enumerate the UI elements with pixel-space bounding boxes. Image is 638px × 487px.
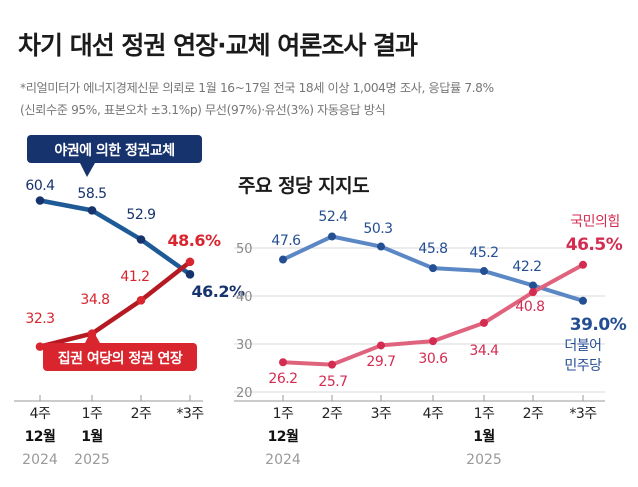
x-tick-label: 1주 <box>273 406 294 422</box>
data-label: 52.9 <box>126 207 155 223</box>
data-label: 48.6% <box>167 231 220 250</box>
data-point <box>87 206 97 215</box>
data-point <box>279 255 287 264</box>
data-label: 34.4 <box>469 343 499 359</box>
data-point <box>579 260 587 269</box>
data-point <box>480 318 488 327</box>
x-tick-label: 4주 <box>30 406 51 422</box>
data-point <box>35 342 45 351</box>
data-label: 46.5% <box>566 235 623 255</box>
x-tick-label: *3주 <box>569 406 597 422</box>
series-name-people-power-party: 국민의힘 <box>570 214 620 230</box>
data-label: 60.4 <box>25 178 55 194</box>
data-label: 30.6 <box>418 351 448 367</box>
x-tick-month: 12월 <box>268 428 299 445</box>
data-label: 29.7 <box>366 354 395 370</box>
data-point <box>429 264 437 273</box>
series-line-regime-extension <box>39 260 192 349</box>
y-tick-label: 20 <box>236 386 253 401</box>
series-name-democratic-party: 민주당 <box>564 358 602 374</box>
survey-note-line-2: (신뢰수준 95%, 표본오차 ±3.1%p) 무선(97%)·유선(3%) 자… <box>20 103 386 117</box>
legend-pointer <box>80 163 95 177</box>
data-label: 42.2 <box>512 259 541 275</box>
series-line-regime-change <box>39 198 192 277</box>
data-point <box>377 341 385 350</box>
legend-label-regime-change: 야권에 의한 정권교체 <box>54 142 174 159</box>
data-label: 41.2 <box>120 269 149 285</box>
chart-title: 차기 대선 정권 연장·교체 여론조사 결과 <box>18 31 418 60</box>
x-tick-label: *3주 <box>176 406 204 422</box>
data-point <box>480 267 488 276</box>
x-tick-month: 1월 <box>473 428 495 445</box>
data-point <box>279 358 287 367</box>
x-tick-month: 1월 <box>81 428 103 445</box>
data-point <box>429 337 437 346</box>
legend-label-regime-extension: 집권 여당의 정권 연장 <box>58 350 183 367</box>
x-tick-label: 2주 <box>322 406 343 422</box>
series-name-democratic-party: 더불어 <box>564 338 601 354</box>
data-label: 25.7 <box>318 374 347 390</box>
data-label: 52.4 <box>318 209 348 225</box>
legend-pointer <box>85 329 100 343</box>
data-point <box>529 288 537 297</box>
x-tick-label: 2주 <box>131 406 152 422</box>
data-point <box>377 242 385 251</box>
panel-title: 주요 정당 지지도 <box>238 175 369 197</box>
data-point <box>328 232 336 241</box>
x-tick-year: 2024 <box>22 452 58 468</box>
x-tick-label: 1주 <box>82 406 103 422</box>
data-label: 39.0% <box>570 315 627 335</box>
legend-badge-regime-extension <box>43 343 197 371</box>
data-label: 58.5 <box>77 186 106 202</box>
data-point <box>35 196 45 205</box>
x-tick-label: 4주 <box>423 406 444 422</box>
data-point <box>185 270 195 279</box>
x-tick-label: 2주 <box>523 406 544 422</box>
data-label: 47.6 <box>271 233 301 249</box>
data-label: 46.2% <box>191 282 244 301</box>
data-label: 26.2 <box>268 371 297 387</box>
x-tick-year: 2025 <box>466 452 502 468</box>
data-point <box>185 257 195 267</box>
data-point <box>136 296 146 305</box>
x-tick-label: 3주 <box>371 406 392 422</box>
y-tick-label: 50 <box>236 242 253 257</box>
x-tick-year: 2025 <box>74 452 110 468</box>
data-point <box>529 281 537 290</box>
data-point <box>136 235 146 244</box>
x-tick-month: 12월 <box>25 428 56 445</box>
data-label: 45.2 <box>469 245 498 261</box>
legend-badge-regime-change <box>27 135 202 163</box>
data-label: 34.8 <box>80 292 109 308</box>
data-label: 45.8 <box>418 241 447 257</box>
y-tick-label: 40 <box>236 290 253 305</box>
x-tick-label: 1주 <box>474 406 495 422</box>
x-tick-year: 2024 <box>265 452 301 468</box>
data-label: 40.8 <box>515 299 544 315</box>
data-label: 50.3 <box>363 221 392 237</box>
survey-note-line-1: *리얼미터가 에너지경제신문 의뢰로 1월 16~17일 전국 18세 이상 1… <box>20 81 494 95</box>
data-point <box>328 360 336 369</box>
y-tick-label: 30 <box>236 338 253 353</box>
data-point <box>579 296 587 305</box>
data-label: 32.3 <box>25 311 54 327</box>
